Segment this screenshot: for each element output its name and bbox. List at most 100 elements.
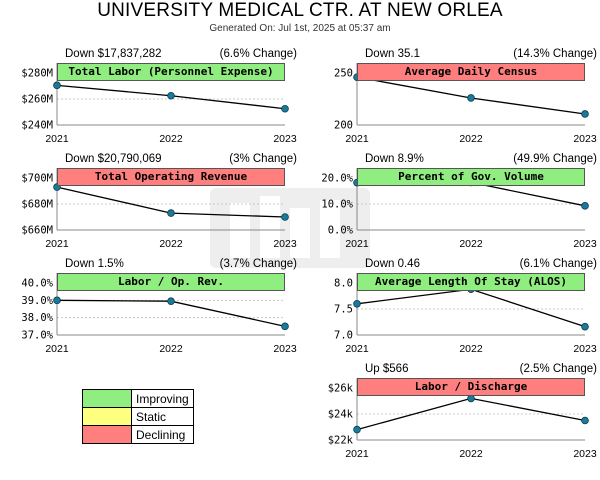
change-percent: (3% Change) xyxy=(229,153,297,165)
y-tick-label: 40.0% xyxy=(21,278,53,290)
chart-labor-op-rev: 37.0% 38.0% 39.0% 40.0% 2021 2022 2023 Down 1.5… xyxy=(21,257,297,375)
status-legend: Improving Static Declining xyxy=(82,389,194,444)
change-percent: (6.1% Change) xyxy=(519,258,597,270)
chart-total-labor: $240M $260M $280M 2021 2022 2023 Down $17,837,… xyxy=(21,47,297,165)
y-tick-label: 200 xyxy=(334,120,353,132)
x-tick-label: 2023 xyxy=(273,238,297,250)
y-tick-label: 38.0% xyxy=(21,312,53,324)
y-tick-label: $700M xyxy=(21,173,53,185)
chart-average-daily-census: 200 250 2021 2022 2023 Down 35.1 (14.3% Change… xyxy=(334,47,597,165)
change-percent: (3.7% Change) xyxy=(219,258,297,270)
y-tick-label: $22k xyxy=(328,435,354,447)
change-amount: Down 0.46 xyxy=(365,258,420,270)
watermark-logo xyxy=(210,188,370,268)
x-tick-label: 2022 xyxy=(459,343,483,355)
x-tick-label: 2021 xyxy=(345,238,369,250)
legend-label: Static xyxy=(131,407,194,426)
chart-title: Total Labor (Personnel Expense) xyxy=(57,63,285,81)
chart-plot: 37.0% 38.0% 39.0% 40.0% 2021 2022 2023 xyxy=(21,273,297,355)
y-tick-label: 250 xyxy=(334,68,353,80)
data-point xyxy=(167,209,175,217)
legend-item-declining: Declining xyxy=(82,425,194,444)
x-tick-label: 2022 xyxy=(459,448,483,460)
data-point xyxy=(53,81,61,90)
change-amount: Down 8.9% xyxy=(365,153,424,165)
change-percent: (14.3% Change) xyxy=(513,48,597,60)
y-tick-label: $26k xyxy=(328,383,354,395)
chart-plot: 7.0 7.5 8.0 2021 2022 2023 xyxy=(334,273,597,355)
data-point xyxy=(581,202,589,210)
data-point xyxy=(467,394,475,403)
chart-labor-per-discharge: $22k $24k $26k 2021 2022 2023 Up $566 (2.5% Cha… xyxy=(328,362,597,480)
chart-title: Labor / Op. Rev. xyxy=(57,273,285,291)
data-point xyxy=(281,322,289,331)
x-tick-label: 2023 xyxy=(573,133,597,145)
data-point xyxy=(581,110,589,118)
page-title: UNIVERSITY MEDICAL CTR. AT NEW ORLEA xyxy=(97,0,503,21)
data-point xyxy=(353,299,361,308)
chart-alos: 7.0 7.5 8.0 2021 2022 2023 Down 0.46 (6.1% Chan… xyxy=(334,257,597,375)
data-point xyxy=(353,425,361,434)
y-tick-label: $24k xyxy=(328,409,354,421)
chart-title: Labor / Discharge xyxy=(357,378,585,396)
data-point xyxy=(167,297,175,305)
chart-title: Average Daily Census xyxy=(357,63,585,81)
chart-title: Total Operating Revenue xyxy=(57,168,285,186)
change-amount: Down $17,837,282 xyxy=(65,48,162,60)
data-point xyxy=(581,416,589,425)
change-amount: Up $566 xyxy=(365,363,409,375)
x-tick-label: 2023 xyxy=(573,343,597,355)
x-tick-label: 2022 xyxy=(159,343,183,355)
y-tick-label: $280M xyxy=(21,68,53,80)
y-tick-label: 7.5 xyxy=(334,304,353,316)
y-tick-label: 10.0% xyxy=(321,199,353,211)
legend-label: Improving xyxy=(131,389,194,408)
x-tick-label: 2023 xyxy=(273,133,297,145)
legend-item-static: Static xyxy=(82,407,194,426)
x-tick-label: 2022 xyxy=(159,238,183,250)
y-tick-label: 37.0% xyxy=(21,330,53,342)
change-amount: Down $20,790,069 xyxy=(65,153,162,165)
x-tick-label: 2021 xyxy=(345,343,369,355)
x-tick-label: 2023 xyxy=(573,238,597,250)
x-tick-label: 2022 xyxy=(159,133,183,145)
x-tick-label: 2023 xyxy=(273,343,297,355)
legend-item-improving: Improving xyxy=(82,389,194,408)
chart-title: Average Length Of Stay (ALOS) xyxy=(357,273,585,291)
change-percent: (2.5% Change) xyxy=(519,363,597,375)
y-tick-label: $660M xyxy=(21,225,53,237)
chart-total-operating-revenue: $660M $680M $700M 2021 2022 2023 Down $20,790,… xyxy=(21,152,297,270)
x-tick-label: 2021 xyxy=(345,448,369,460)
x-tick-label: 2021 xyxy=(45,238,69,250)
generated-timestamp: Generated On: Jul 1st, 2025 at 05:37 am xyxy=(209,23,391,34)
y-tick-label: 20.0% xyxy=(321,173,353,185)
change-percent: (49.9% Change) xyxy=(513,153,597,165)
legend-swatch-improving xyxy=(82,389,132,408)
y-tick-label: $240M xyxy=(21,120,53,132)
chart-percent-gov-volume: 0.0% 10.0% 20.0% 2021 2022 2023 Down 8.9% (49.9… xyxy=(321,152,597,270)
data-point xyxy=(281,213,289,221)
data-point xyxy=(467,94,475,102)
chart-title: Percent of Gov. Volume xyxy=(357,168,585,186)
y-tick-label: $680M xyxy=(21,199,53,211)
legend-swatch-static xyxy=(82,407,132,426)
x-tick-label: 2022 xyxy=(459,238,483,250)
data-point xyxy=(53,296,61,305)
x-tick-label: 2022 xyxy=(459,133,483,145)
x-tick-label: 2021 xyxy=(45,133,69,145)
data-point xyxy=(281,104,289,113)
change-percent: (6.6% Change) xyxy=(219,48,297,60)
y-tick-label: 0.0% xyxy=(328,225,354,237)
x-tick-label: 2021 xyxy=(45,343,69,355)
series-line xyxy=(356,288,586,328)
legend-label: Declining xyxy=(131,425,194,444)
change-amount: Down 35.1 xyxy=(365,48,420,60)
data-point xyxy=(167,91,175,100)
y-tick-label: 8.0 xyxy=(334,278,353,290)
y-tick-label: $260M xyxy=(21,94,53,106)
x-tick-label: 2021 xyxy=(345,133,369,145)
legend-swatch-declining xyxy=(82,425,132,444)
y-tick-label: 7.0 xyxy=(334,330,353,342)
change-amount: Down 1.5% xyxy=(65,258,124,270)
x-tick-label: 2023 xyxy=(573,448,597,460)
